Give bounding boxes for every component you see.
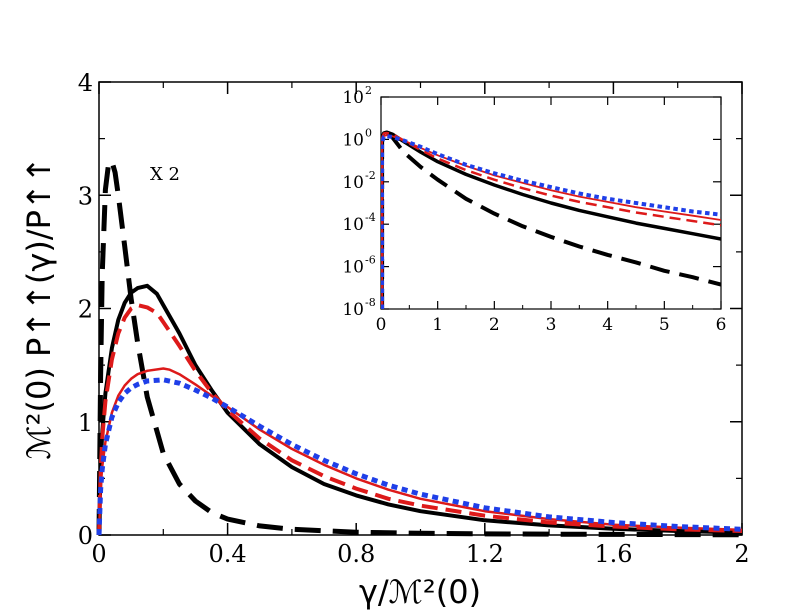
x-tick-label: 1.2	[466, 540, 504, 568]
inset-series-line-4	[381, 134, 721, 309]
inset-y-tick-base: 10	[342, 300, 364, 320]
inset-x-tick-label: 6	[716, 315, 727, 335]
main-series-line-1	[97, 283, 743, 536]
inset-y-tick-exponent: -8	[365, 296, 376, 309]
inset-x-tick-label: 0	[376, 315, 387, 335]
inset-x-tick-label: 3	[546, 315, 557, 335]
inset-x-tick-label: 1	[432, 315, 443, 335]
inset-series	[381, 130, 721, 309]
inset-y-tick-exponent: -2	[365, 169, 376, 182]
y-tick-label: 2	[78, 296, 93, 324]
x-tick-label: 0	[91, 540, 106, 568]
inset-x-tick-label: 2	[489, 315, 500, 335]
inset-y-tick-exponent: -6	[365, 254, 376, 267]
inset-y-tick-exponent: 0	[365, 126, 372, 139]
inset-y-tick-exponent: 2	[365, 84, 372, 97]
y-axis-label: ℳ²(0) P↑↑(γ)/P↑↑	[20, 156, 58, 459]
inset-x-tick-label: 5	[659, 315, 670, 335]
main-series	[96, 158, 743, 538]
inset-y-tick-base: 10	[342, 130, 364, 150]
x-axis-label: γ/ℳ²(0)	[359, 573, 481, 611]
y-tick-label: 1	[78, 409, 93, 437]
inset-y-tick-exponent: -4	[365, 211, 376, 224]
y-tick-label: 4	[78, 69, 93, 97]
inset-y-tick-base: 10	[342, 173, 364, 193]
annotation-x2: X 2	[150, 164, 180, 185]
main-series-line-0	[96, 158, 743, 538]
inset-x-tick-label: 4	[602, 315, 613, 335]
main-plot: 0 0.4 0.8 1.2 1.6 2 0 1 2 3 4 X 2 γ/ℳ²(0) ℳ²(0) P↑…	[20, 69, 750, 611]
x-tick-label: 1.6	[594, 540, 632, 568]
x-tick-label: 0.8	[337, 540, 375, 568]
main-series-line-4	[96, 377, 743, 536]
main-ticks: 0 0.4 0.8 1.2 1.6 2 0 1 2 3 4	[78, 69, 750, 568]
inset-y-tick-base: 10	[342, 215, 364, 235]
x-tick-label: 0.4	[209, 540, 247, 568]
inset-series-line-2	[381, 131, 721, 309]
x-tick-label: 2	[734, 540, 749, 568]
inset-y-tick-base: 10	[342, 258, 364, 278]
y-tick-label: 3	[78, 182, 93, 210]
y-tick-label: 0	[78, 522, 93, 550]
inset-y-tick-base: 10	[342, 88, 364, 108]
